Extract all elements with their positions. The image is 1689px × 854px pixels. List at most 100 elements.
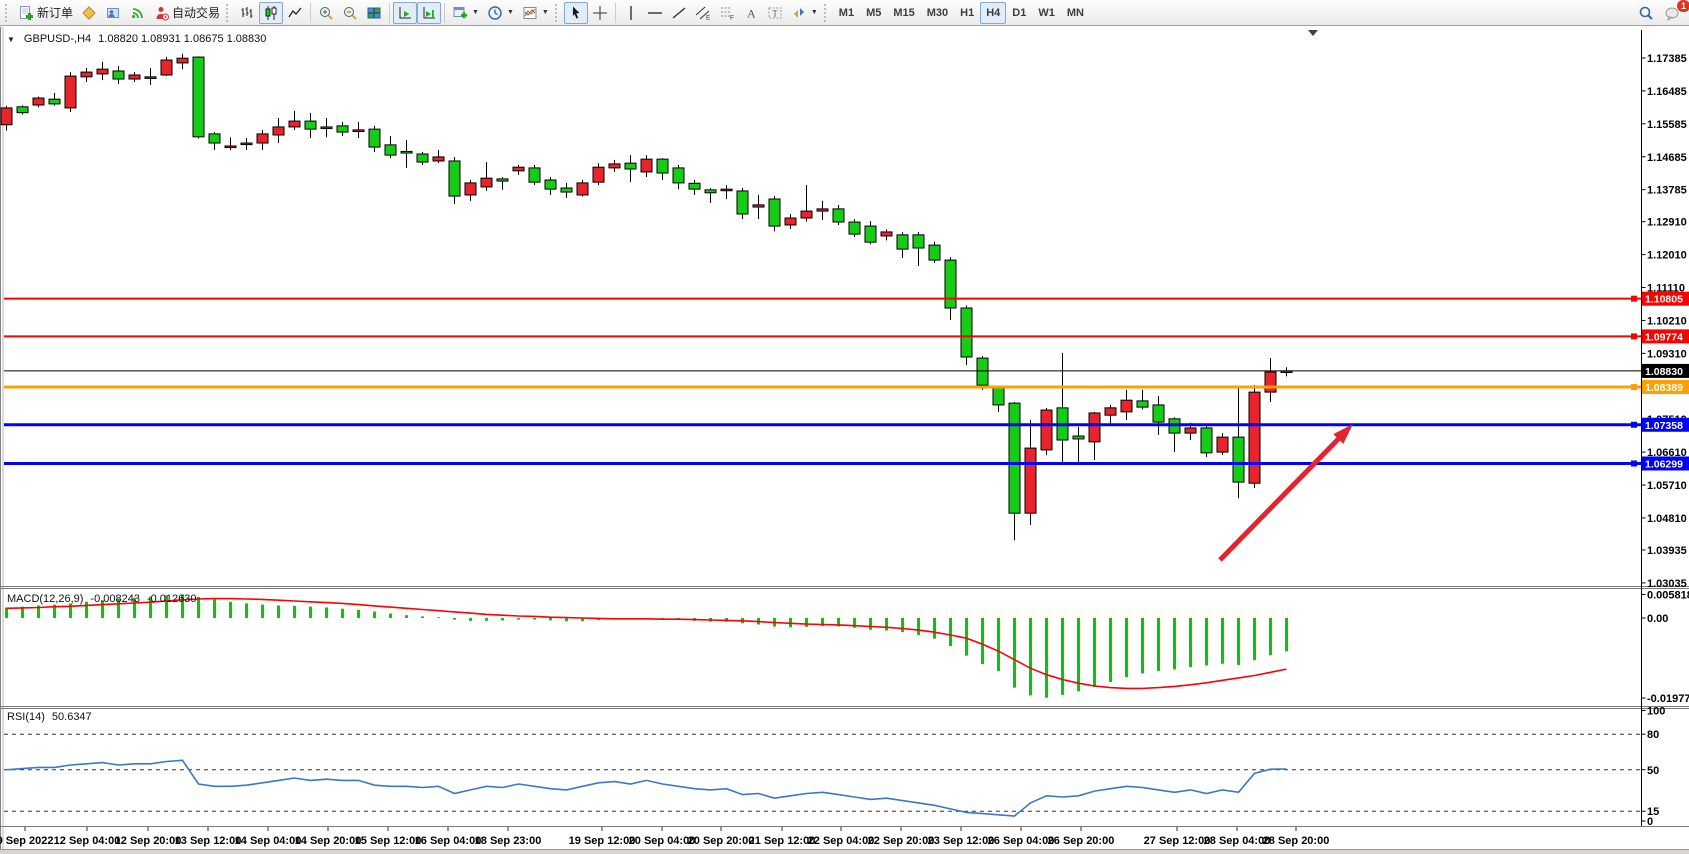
timeframe-h1[interactable]: H1 [954,2,980,24]
timeframe-m30[interactable]: M30 [921,2,954,24]
price-tick-label: 1.03035 [1647,578,1687,590]
timeframe-m1[interactable]: M1 [833,2,860,24]
time-tick-label: 12 Sep 20:00 [115,835,182,847]
vertical-line-tool-button[interactable] [619,2,643,24]
equidistant-channel-icon: E [695,6,711,21]
auto-scroll-button[interactable] [393,1,418,24]
toolbar-grip[interactable] [5,3,10,22]
text-label-tool-button[interactable]: T [763,2,787,24]
candle-bull [272,126,285,136]
price-badge [1642,456,1689,471]
zoom-in-button[interactable] [314,2,338,24]
rsi-panel [4,733,1642,817]
signals-icon [131,7,143,18]
new-order-button[interactable]: 新订单 [14,2,77,24]
hline-handle[interactable] [1631,295,1637,302]
zoom-out-button[interactable] [338,2,362,24]
indicators-button[interactable]: ▼ [518,2,553,24]
chart-canvas[interactable]: 1.17385 1.16485 1.15585 1.14685 1.13785 1.129… [0,27,1689,854]
toolbar-grip[interactable] [823,3,829,22]
chart-shift-button[interactable] [417,1,442,24]
hline-handle[interactable] [1631,460,1637,467]
text-icon: A [747,6,756,20]
timeframe-m15[interactable]: M15 [887,2,920,24]
price-tick-label: 1.04810 [1647,513,1687,525]
hline-handle[interactable] [1631,333,1637,340]
candle-bear [1136,400,1149,408]
timeframe-mn[interactable]: MN [1061,2,1090,24]
new-order-icon [20,5,33,20]
candle-bear [896,234,909,250]
price-axis[interactable]: 1.17385 1.16485 1.15585 1.14685 1.13785 1.129… [1641,30,1689,828]
auto-trading-label: 自动交易 [172,6,221,20]
arrows-tool-button[interactable]: ▼ [787,2,822,24]
time-tick-label: 20 Sep 04:00 [629,835,696,847]
fibonacci-icon: F [720,7,734,21]
candle-bull [800,210,813,219]
notification-badge[interactable]: 1 [1676,0,1689,12]
period-button[interactable]: ▼ [483,2,518,24]
price-tick-label: 1.15585 [1647,119,1687,131]
candle-bear [208,133,221,144]
text-tool-button[interactable]: A [739,2,763,24]
channel-tool-button[interactable]: E [691,2,715,24]
horizontal-line-tool-button[interactable] [643,2,667,24]
timeframe-m5[interactable]: M5 [860,2,887,24]
timeframe-d1[interactable]: D1 [1006,2,1032,24]
candle-bear [1152,404,1165,423]
terminal-button[interactable] [101,2,125,24]
price-badge-label: 1.06299 [1645,458,1683,470]
candle-bear [624,162,637,170]
rsi-tick-label: 50 [1647,765,1659,777]
candle-bear [1232,436,1245,483]
auto-trading-button[interactable]: 自动交易 [149,2,224,24]
collapse-icon[interactable]: ▼ [7,34,15,44]
candle-bear [1200,427,1213,454]
line-chart-icon [288,7,302,17]
price-badge [1642,363,1689,378]
timeframe-w1[interactable]: W1 [1032,2,1061,24]
line-chart-mode-button[interactable] [283,2,307,24]
metaeditor-button[interactable] [77,2,101,24]
chevron-down-icon: ▼ [541,9,549,16]
macd-tick-label: -0.01977 [1647,693,1689,705]
bar-chart-mode-button[interactable] [235,2,259,24]
price-tick-label: 1.16485 [1647,86,1687,98]
signals-button[interactable] [125,2,149,24]
toolbar-grip[interactable] [226,3,231,22]
candle-bull [80,71,93,78]
crosshair-tool-button[interactable] [588,2,612,24]
hline-handle[interactable] [1631,384,1637,391]
tile-windows-button[interactable] [362,2,386,24]
candle-bear [1072,435,1085,440]
candle-bear [192,56,205,138]
last-bar-marker[interactable] [1308,30,1318,36]
fibonacci-tool-button[interactable]: F [715,2,739,24]
candle-bull [608,163,621,169]
trendline-tool-button[interactable] [667,2,691,24]
candle-bull [144,76,157,79]
candle-bull [432,156,445,162]
price-badge-label: 1.07358 [1645,420,1683,432]
terminal-icon [107,7,120,18]
macd-tick-label: 0.00 [1647,613,1668,625]
candle-bear [16,106,29,114]
new-chart-button[interactable]: ▼ [448,2,483,24]
cursor-tool-button[interactable] [563,1,588,24]
price-tick-label: 1.06610 [1647,447,1687,459]
candle-bear [848,221,861,235]
rsi-tick-label: 15 [1647,806,1659,818]
timeframe-h4[interactable]: H4 [980,1,1007,24]
notifications-button[interactable] [1660,2,1686,24]
new-order-label: 新订单 [37,6,74,20]
candle-bear [832,208,845,223]
tile-windows-icon [367,7,381,18]
candle-bull [640,158,653,173]
trendline-icon [672,6,686,19]
hline-handle[interactable] [1631,421,1637,428]
toolbar-grip[interactable] [554,3,560,22]
trend-arrow-annotation[interactable] [1218,424,1353,562]
candlestick-mode-button[interactable] [259,1,284,24]
search-button[interactable] [1634,2,1658,24]
